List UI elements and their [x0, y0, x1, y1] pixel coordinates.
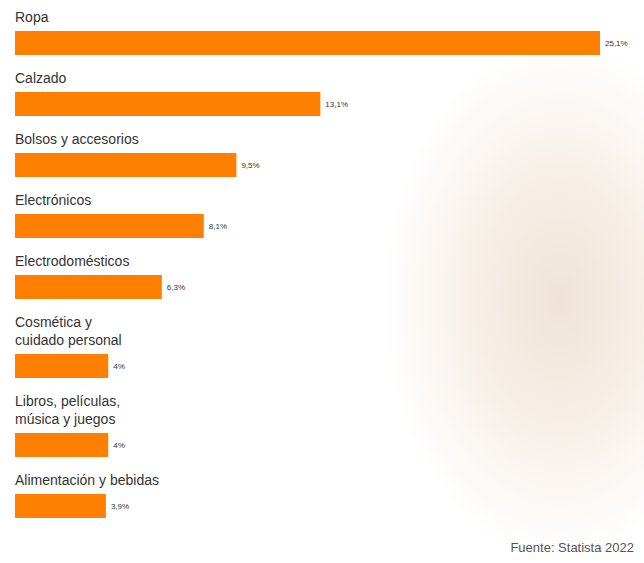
value-label: 3,9% — [111, 502, 129, 511]
value-label: 13,1% — [325, 100, 348, 109]
category-line: música y juegos — [15, 411, 115, 427]
bar — [15, 494, 106, 518]
value-label: 4% — [113, 362, 125, 371]
value-label: 9,5% — [241, 161, 259, 170]
labels: Ropa 25,1% Calzado 13,1% Bolsos y accesorios… — [15, 9, 634, 555]
bar — [15, 275, 162, 299]
source: Fuente: Statista 2022 — [510, 540, 634, 555]
bar — [15, 354, 108, 378]
category-line: Bolsos y accesorios — [15, 131, 139, 147]
value-label: 4% — [113, 441, 125, 450]
bar — [15, 153, 236, 177]
category-line: Electrodomésticos — [15, 253, 129, 269]
category-line: Ropa — [15, 9, 49, 25]
bars — [15, 31, 600, 518]
value-label: 6,3% — [167, 283, 185, 292]
value-label: 25,1% — [605, 39, 628, 48]
category-label: Libros, películas, música y juegos — [15, 393, 124, 427]
page: {"chart_data": { "type": "bar", "orienta… — [0, 0, 644, 563]
category-line: Cosmética y — [15, 314, 96, 330]
category-label: Cosmética y cuidado personal — [15, 314, 122, 348]
value-label: 8,1% — [209, 222, 227, 231]
bar — [15, 31, 600, 55]
category-label: Calzado — [15, 70, 67, 86]
category-label: Electrónicos — [15, 192, 91, 208]
category-line: Libros, películas, — [15, 393, 124, 409]
category-line: Alimentación y bebidas — [15, 472, 159, 488]
bar — [15, 214, 204, 238]
category-label: Ropa — [15, 9, 49, 25]
bar — [15, 433, 108, 457]
category-label: Electrodomésticos — [15, 253, 129, 269]
category-label: Alimentación y bebidas — [15, 472, 159, 488]
category-line: cuidado personal — [15, 332, 122, 348]
category-label: Bolsos y accesorios — [15, 131, 139, 147]
bar — [15, 92, 320, 116]
category-line: Calzado — [15, 70, 67, 86]
category-line: Electrónicos — [15, 192, 91, 208]
chart: Ropa 25,1% Calzado 13,1% Bolsos y accesorios… — [0, 0, 644, 563]
